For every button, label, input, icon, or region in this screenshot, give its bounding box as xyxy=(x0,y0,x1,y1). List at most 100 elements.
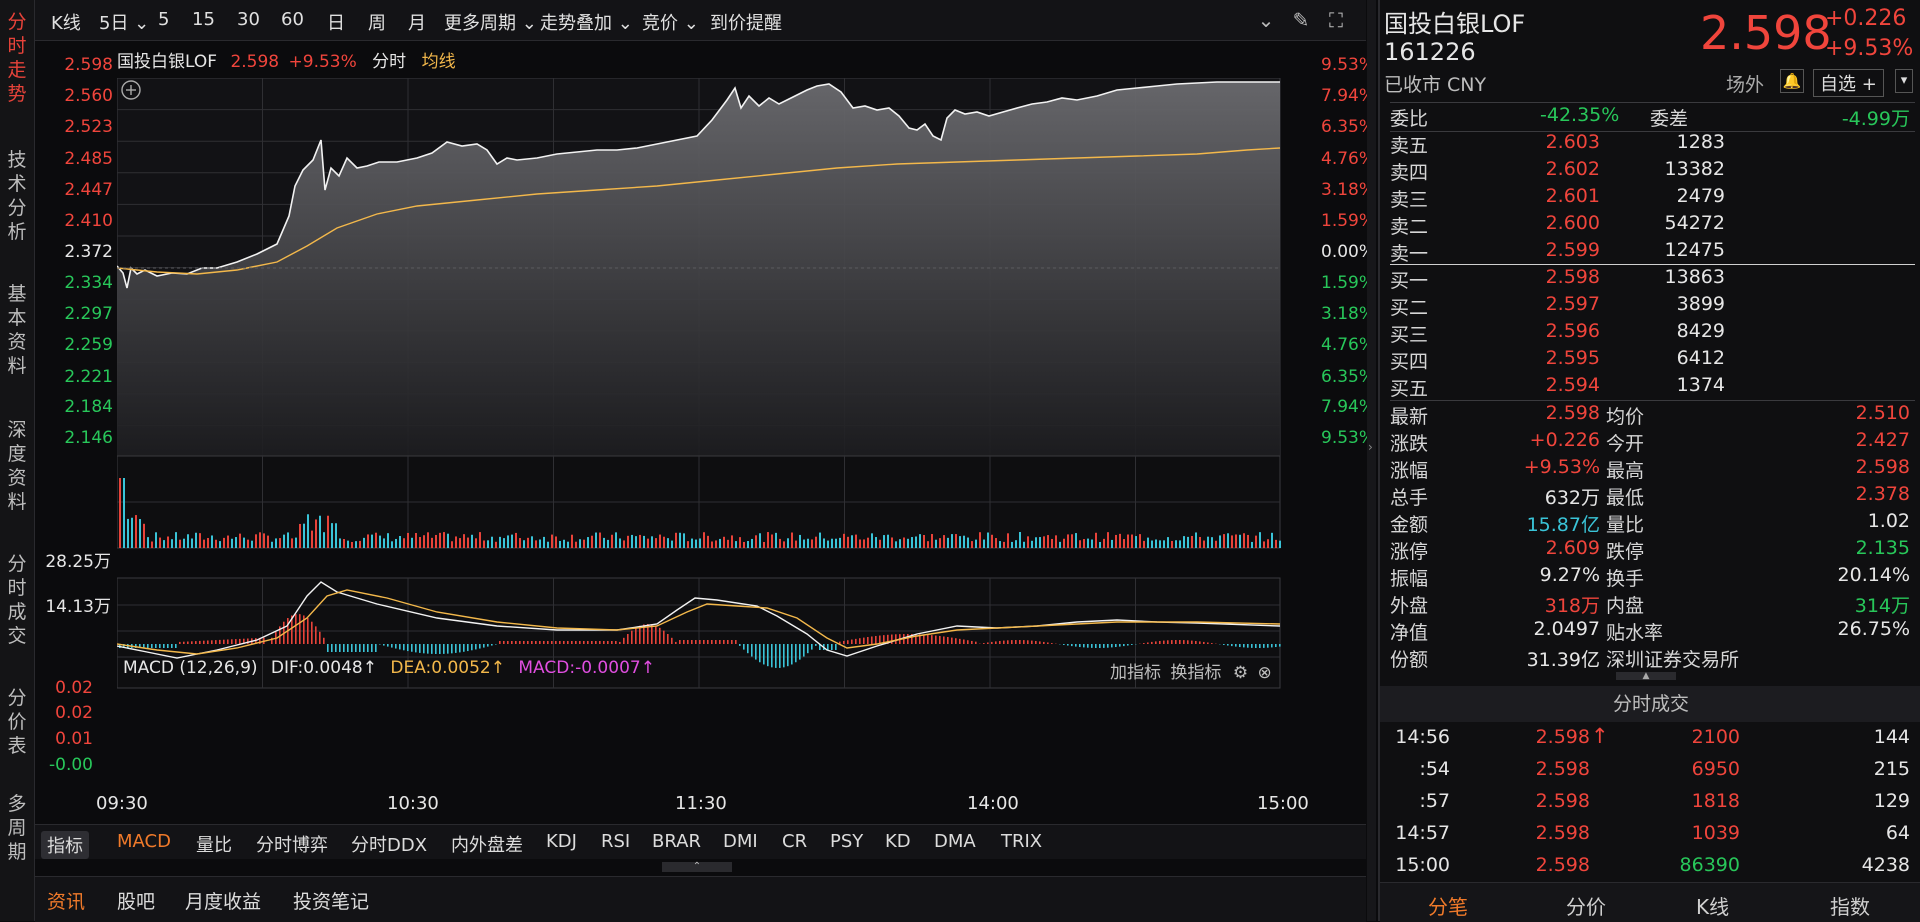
indicator-intraday-game[interactable]: 分时博弈 xyxy=(256,831,328,857)
indicator-macd[interactable]: MACD xyxy=(117,831,171,852)
bid-row[interactable]: 买一 2.598 13863 xyxy=(1380,266,1920,293)
volume-bar xyxy=(1071,534,1073,548)
chart-area: 国投白银LOF 2.598 +9.53% 分时 均线 xyxy=(35,41,1366,821)
macd-bar xyxy=(875,636,877,644)
macd-tick: 0.02 xyxy=(15,678,93,698)
tb-5min[interactable]: 5 xyxy=(158,9,169,30)
tab-price-dist[interactable]: 分价 xyxy=(1566,891,1606,920)
bid-volume: 8429 xyxy=(1600,320,1725,342)
collapse-up-icon[interactable]: ▲ xyxy=(1616,672,1676,680)
volume-bar xyxy=(1239,535,1241,548)
ask-row[interactable]: 卖一 2.599 12475 xyxy=(1380,239,1920,266)
indicator-kd[interactable]: KD xyxy=(885,831,911,852)
ask-row[interactable]: 卖四 2.602 13382 xyxy=(1380,158,1920,185)
circle-chevron-icon[interactable]: ⌄ xyxy=(1254,8,1278,32)
news-tab-forum[interactable]: 股吧 xyxy=(117,887,155,914)
indicator-cr[interactable]: CR xyxy=(782,831,807,852)
indicator-inout-diff[interactable]: 内外盘差 xyxy=(451,831,523,857)
indicator-brar[interactable]: BRAR xyxy=(652,831,701,852)
swap-indicator-button[interactable]: 换指标 xyxy=(1170,663,1221,683)
volume-bar xyxy=(623,540,625,548)
volume-bar xyxy=(139,519,141,548)
tb-kline[interactable]: K线 xyxy=(51,9,81,35)
volume-bar xyxy=(1175,540,1177,548)
indicator-rsi[interactable]: RSI xyxy=(601,831,630,852)
volume-bar xyxy=(823,538,825,548)
tb-15min[interactable]: 15 xyxy=(192,9,215,30)
bid-row[interactable]: 买四 2.595 6412 xyxy=(1380,347,1920,374)
fullscreen-icon[interactable]: ⛶ xyxy=(1324,8,1348,32)
indicator-kdj[interactable]: KDJ xyxy=(546,831,577,852)
indicator-dma[interactable]: DMA xyxy=(934,831,976,852)
volume-bar xyxy=(1267,539,1269,548)
chevron-down-icon: ⌄ xyxy=(612,13,633,34)
macd-bar xyxy=(807,644,809,653)
tb-30min[interactable]: 30 xyxy=(237,9,260,30)
close-icon[interactable]: ⊗ xyxy=(1257,663,1271,683)
tb-60min[interactable]: 60 xyxy=(281,9,304,30)
macd-bar xyxy=(547,641,549,644)
tick-volume: 6950 xyxy=(1640,758,1740,780)
volume-bar xyxy=(551,535,553,548)
nav-tab-intraday[interactable]: 分 时 走 势 xyxy=(4,10,30,106)
panel-resize-handle[interactable]: ⌃ xyxy=(662,862,732,872)
stat-label: 跌停 xyxy=(1606,537,1644,564)
indicator-volume-ratio[interactable]: 量比 xyxy=(196,831,232,857)
nav-tab-depth-info[interactable]: 深 度 资 料 xyxy=(4,418,30,514)
bid-row[interactable]: 买五 2.594 1374 xyxy=(1380,374,1920,401)
watchlist-button[interactable]: 自选 + xyxy=(1813,69,1884,97)
indicator-psy[interactable]: PSY xyxy=(830,831,863,852)
volume-bar xyxy=(1007,533,1009,548)
indicator-dmi[interactable]: DMI xyxy=(723,831,758,852)
tb-price-alert[interactable]: 到价提醒 xyxy=(710,9,782,35)
tb-day[interactable]: 日 xyxy=(327,9,345,35)
nav-tab-basic-info[interactable]: 基 本 资 料 xyxy=(4,282,30,378)
tb-month[interactable]: 月 xyxy=(408,9,426,35)
ask-row[interactable]: 卖三 2.601 2479 xyxy=(1380,185,1920,212)
bell-icon[interactable]: 🔔 xyxy=(1780,69,1804,93)
tb-auction[interactable]: 竞价 ⌄ xyxy=(642,9,699,35)
indicator-trix[interactable]: TRIX xyxy=(1001,831,1042,852)
brush-icon[interactable]: ✎ xyxy=(1289,8,1313,32)
stat-value: 2.510 xyxy=(1760,402,1910,424)
bid-label: 买四 xyxy=(1390,347,1428,374)
news-tab-monthly[interactable]: 月度收益 xyxy=(185,887,261,914)
gear-icon[interactable]: ⚙ xyxy=(1233,663,1248,683)
macd-bar xyxy=(1131,644,1133,645)
watchlist-dropdown-icon[interactable]: ▾ xyxy=(1895,69,1913,93)
news-tab-info[interactable]: 资讯 xyxy=(47,887,85,914)
indicator-menu-button[interactable]: 指标 xyxy=(41,831,89,859)
macd-bar xyxy=(179,642,181,644)
tb-overlay[interactable]: 走势叠加 ⌄ xyxy=(540,9,633,35)
indicator-ddx[interactable]: 分时DDX xyxy=(351,831,427,857)
volume-bar xyxy=(911,537,913,548)
volume-bar xyxy=(979,532,981,548)
nav-tab-technical[interactable]: 技 术 分 析 xyxy=(4,148,30,244)
nav-tab-trades[interactable]: 分 时 成 交 xyxy=(4,552,30,648)
tb-week[interactable]: 周 xyxy=(368,9,386,35)
add-indicator-button[interactable]: 加指标 xyxy=(1110,663,1161,683)
macd-bar xyxy=(1099,644,1101,648)
stat-value: +0.226 xyxy=(1490,429,1600,451)
macd-bar xyxy=(667,634,669,644)
macd-bar xyxy=(503,641,505,644)
macd-bar xyxy=(995,641,997,644)
tab-index[interactable]: 指数 xyxy=(1830,891,1870,920)
ask-row[interactable]: 卖五 2.603 1283 xyxy=(1380,131,1920,158)
tab-ticks[interactable]: 分笔 xyxy=(1428,891,1468,920)
ask-row[interactable]: 卖二 2.600 54272 xyxy=(1380,212,1920,239)
tab-kline[interactable]: K线 xyxy=(1696,891,1729,920)
splitter[interactable]: › xyxy=(1367,0,1376,921)
macd-bar xyxy=(1243,644,1245,647)
volume-bar xyxy=(627,536,629,548)
collapse-arrow-icon[interactable]: › xyxy=(1368,440,1373,454)
volume-bar xyxy=(615,532,617,548)
tb-more-periods[interactable]: 更多周期 ⌄ xyxy=(444,9,537,35)
volume-bar xyxy=(679,533,681,548)
bid-row[interactable]: 买二 2.597 3899 xyxy=(1380,293,1920,320)
tb-5day[interactable]: 5日 ⌄ xyxy=(99,9,149,35)
news-tab-notes[interactable]: 投资笔记 xyxy=(293,887,369,914)
bid-row[interactable]: 买三 2.596 8429 xyxy=(1380,320,1920,347)
nav-tab-multi-period[interactable]: 多 周 期 xyxy=(4,792,30,864)
